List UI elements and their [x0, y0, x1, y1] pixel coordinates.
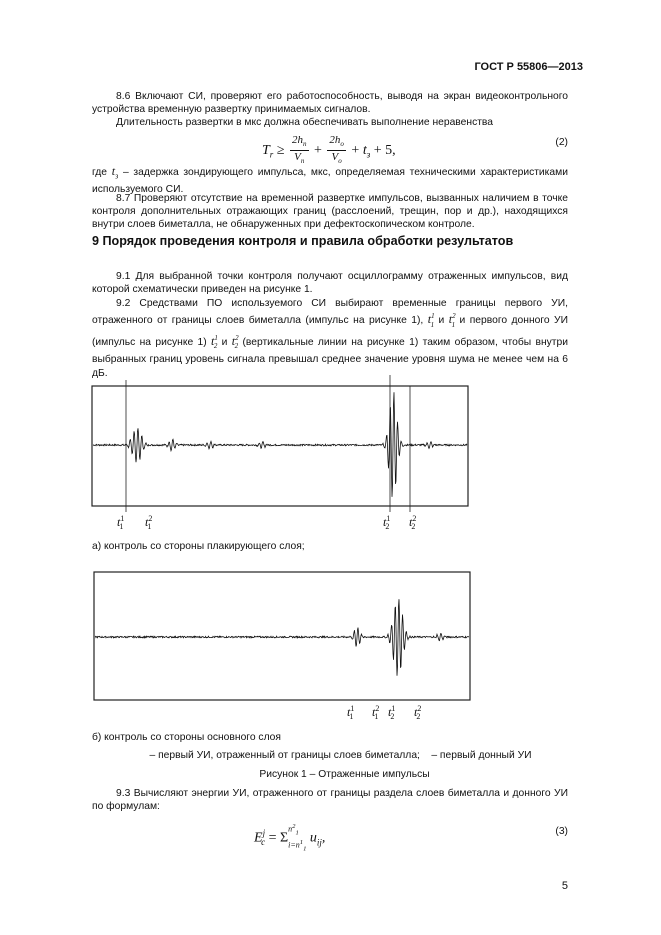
equation-2: Tr ≥ 2hп Vп + 2hо Vо + tз + 5, (2): [262, 134, 568, 166]
paragraph-8-6: 8.6 Включают СИ, проверяют его работоспо…: [92, 91, 568, 116]
paragraph-9-2: 9.2 Средствами ПО используемого СИ выбир…: [92, 298, 568, 379]
time-label: t11: [347, 704, 355, 722]
time-label: t12: [388, 704, 396, 722]
time-label: t11: [117, 514, 125, 532]
page-number: 5: [561, 880, 568, 892]
paragraph-8-6-inequality-intro: Длительность развертки в мкс должна обес…: [116, 117, 494, 128]
caption-a: а) контроль со стороны плакирующего слоя…: [92, 541, 305, 552]
oscillogram-frame-a: [91, 385, 469, 507]
figure-legend: – первый УИ, отраженный от границы слоев…: [149, 750, 532, 761]
paragraph-9-1: 9.1 Для выбранной точки контроля получаю…: [92, 271, 568, 296]
caption-b: б) контроль со стороны основного слоя: [92, 732, 281, 743]
equation-number: (2): [555, 137, 568, 148]
document-header: ГОСТ Р 55806—2013: [474, 61, 583, 73]
time-label: t21: [145, 514, 153, 532]
time-label: t22: [409, 514, 417, 532]
oscillogram-frame-b: [93, 571, 471, 701]
time-label: t22: [414, 704, 422, 722]
figure-title: Рисунок 1 – Отраженные импульсы: [259, 769, 430, 780]
paragraph-9-3: 9.3 Вычисляют энергии УИ, отраженного от…: [92, 788, 568, 813]
paragraph-where: где tз – задержка зондирующего импульса,…: [92, 164, 568, 195]
waveform-b: [94, 599, 469, 676]
section-9-heading: 9 Порядок проведения контроля и правила …: [92, 234, 514, 248]
time-label: t12: [383, 514, 391, 532]
paragraph-8-7: 8.7 Проверяют отсутствие на временной ра…: [92, 193, 568, 231]
equation-number: (3): [555, 826, 568, 837]
waveform-a: [92, 392, 468, 497]
time-label: t21: [372, 704, 380, 722]
